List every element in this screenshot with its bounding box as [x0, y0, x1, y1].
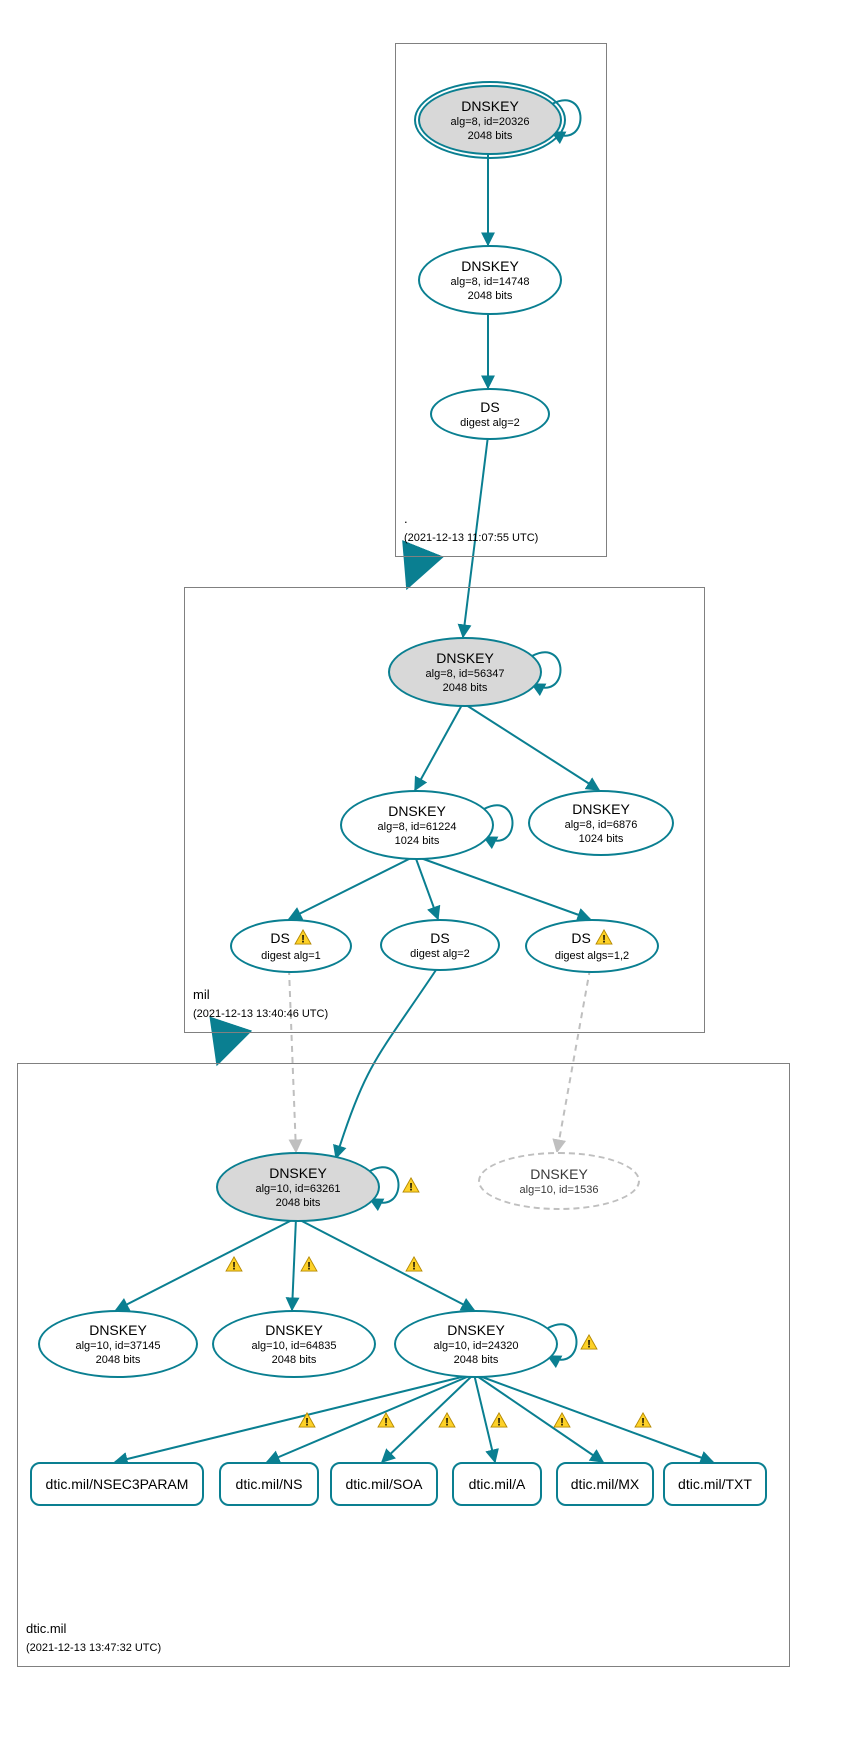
node-milKsk-sub2: 2048 bits [443, 681, 488, 695]
svg-text:!: ! [307, 1260, 311, 1272]
warn-icon: ! [225, 1256, 243, 1272]
node-dtic64835-sub2: 2048 bits [272, 1353, 317, 1367]
node-dticKsk-sub2: 2048 bits [276, 1196, 321, 1210]
warn-icon: ! [553, 1412, 571, 1428]
svg-text:!: ! [412, 1260, 416, 1272]
zone-mil-timestamp: (2021-12-13 13:40:46 UTC) [193, 1008, 328, 1020]
node-root14748-sub1: alg=8, id=14748 [451, 275, 530, 289]
warn-icon: ! [298, 1412, 316, 1428]
node-milDs12: DS !digest algs=1,2 [525, 919, 659, 973]
warn-icon: ! [438, 1412, 456, 1428]
svg-text:!: ! [445, 1416, 449, 1428]
node-rootKsk-sub2: 2048 bits [468, 129, 513, 143]
node-mil6876-sub2: 1024 bits [579, 832, 624, 846]
warn-icon: ! [402, 1177, 420, 1193]
node-milDs12-sub1: digest algs=1,2 [555, 949, 629, 963]
node-milDs1-title: DS ! [270, 929, 311, 949]
node-dtic24320: DNSKEYalg=10, id=243202048 bits [394, 1310, 558, 1378]
svg-text:!: ! [497, 1416, 501, 1428]
svg-text:!: ! [641, 1416, 645, 1428]
warn-icon: ! [405, 1256, 423, 1272]
node-milDs2-title: DS [430, 929, 449, 947]
node-rrNs: dtic.mil/NS [219, 1462, 319, 1506]
node-milDs2: DSdigest alg=2 [380, 919, 500, 971]
node-dtic1536-title: DNSKEY [530, 1165, 588, 1183]
node-dtic24320-sub1: alg=10, id=24320 [433, 1339, 518, 1353]
zone-dtic-label: dtic.mil [26, 1621, 66, 1636]
svg-text:!: ! [409, 1181, 413, 1193]
node-mil61224-sub1: alg=8, id=61224 [378, 820, 457, 834]
node-milDs1: DS !digest alg=1 [230, 919, 352, 973]
node-milDs1-sub1: digest alg=1 [261, 949, 321, 963]
node-root14748-title: DNSKEY [461, 257, 519, 275]
node-rootDs-sub1: digest alg=2 [460, 416, 520, 430]
node-dticKsk-sub1: alg=10, id=63261 [255, 1182, 340, 1196]
svg-text:!: ! [232, 1260, 236, 1272]
node-dticKsk: DNSKEYalg=10, id=632612048 bits [216, 1152, 380, 1222]
node-mil61224-title: DNSKEY [388, 802, 446, 820]
node-rootKsk: DNSKEYalg=8, id=203262048 bits [418, 85, 562, 155]
svg-text:!: ! [384, 1416, 388, 1428]
node-rootKsk-title: DNSKEY [461, 97, 519, 115]
node-dtic37145-sub2: 2048 bits [96, 1353, 141, 1367]
svg-text:!: ! [602, 933, 606, 945]
node-dtic37145: DNSKEYalg=10, id=371452048 bits [38, 1310, 198, 1378]
node-rrTxt-label: dtic.mil/TXT [678, 1475, 752, 1493]
node-rootDs: DSdigest alg=2 [430, 388, 550, 440]
warn-icon: ! [300, 1256, 318, 1272]
node-dtic24320-title: DNSKEY [447, 1321, 505, 1339]
node-milDs12-title: DS ! [571, 929, 612, 949]
node-mil6876-title: DNSKEY [572, 800, 630, 818]
node-milDs2-sub1: digest alg=2 [410, 947, 470, 961]
node-rrTxt: dtic.mil/TXT [663, 1462, 767, 1506]
node-dtic24320-sub2: 2048 bits [454, 1353, 499, 1367]
node-dtic37145-sub1: alg=10, id=37145 [75, 1339, 160, 1353]
node-root14748: DNSKEYalg=8, id=147482048 bits [418, 245, 562, 315]
node-milKsk-sub1: alg=8, id=56347 [426, 667, 505, 681]
zone-root-label: . [404, 511, 408, 526]
node-dtic1536: DNSKEYalg=10, id=1536 [478, 1152, 640, 1210]
node-rrA-label: dtic.mil/A [469, 1475, 526, 1493]
node-dtic1536-sub1: alg=10, id=1536 [520, 1183, 599, 1197]
node-rrSoa: dtic.mil/SOA [330, 1462, 438, 1506]
node-milKsk-title: DNSKEY [436, 649, 494, 667]
warn-icon: ! [377, 1412, 395, 1428]
svg-text:!: ! [587, 1338, 591, 1350]
node-rrMx-label: dtic.mil/MX [571, 1475, 639, 1493]
node-rootDs-title: DS [480, 398, 499, 416]
zone-root-timestamp: (2021-12-13 11:07:55 UTC) [404, 532, 538, 544]
node-dtic64835-sub1: alg=10, id=64835 [251, 1339, 336, 1353]
warn-icon: ! [634, 1412, 652, 1428]
svg-text:!: ! [301, 933, 305, 945]
node-milKsk: DNSKEYalg=8, id=563472048 bits [388, 637, 542, 707]
node-rrMx: dtic.mil/MX [556, 1462, 654, 1506]
node-mil6876: DNSKEYalg=8, id=68761024 bits [528, 790, 674, 856]
node-mil61224: DNSKEYalg=8, id=612241024 bits [340, 790, 494, 860]
node-rrSoa-label: dtic.mil/SOA [345, 1475, 422, 1493]
node-rrNsec3-label: dtic.mil/NSEC3PARAM [46, 1475, 189, 1493]
node-root14748-sub2: 2048 bits [468, 289, 513, 303]
node-rootKsk-sub1: alg=8, id=20326 [451, 115, 530, 129]
node-rrNs-label: dtic.mil/NS [236, 1475, 303, 1493]
node-rrA: dtic.mil/A [452, 1462, 542, 1506]
zone-dtic-timestamp: (2021-12-13 13:47:32 UTC) [26, 1642, 161, 1654]
node-mil6876-sub1: alg=8, id=6876 [565, 818, 638, 832]
node-mil61224-sub2: 1024 bits [395, 834, 440, 848]
zone-mil-label: mil [193, 987, 210, 1002]
node-dticKsk-title: DNSKEY [269, 1164, 327, 1182]
warn-icon: ! [580, 1334, 598, 1350]
svg-text:!: ! [305, 1416, 309, 1428]
node-dtic64835: DNSKEYalg=10, id=648352048 bits [212, 1310, 376, 1378]
node-rrNsec3: dtic.mil/NSEC3PARAM [30, 1462, 204, 1506]
node-dtic64835-title: DNSKEY [265, 1321, 323, 1339]
node-dtic37145-title: DNSKEY [89, 1321, 147, 1339]
warn-icon: ! [490, 1412, 508, 1428]
svg-text:!: ! [560, 1416, 564, 1428]
